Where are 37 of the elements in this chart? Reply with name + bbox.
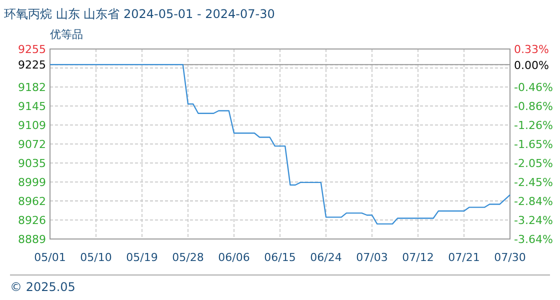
x-tick-label: 05/28 [172,251,204,264]
x-tick-label: 07/21 [448,251,480,264]
chart-subtitle: 优等品 [50,28,83,41]
y2-tick-label: -2.45% [514,176,553,189]
y-tick-label: 9255 [18,43,46,56]
y2-tick-label: -1.26% [514,119,553,132]
chart-title: 环氧丙烷 山东 山东省 2024-05-01 - 2024-07-30 [4,7,275,21]
y-tick-label: 9035 [18,157,46,170]
x-tick-label: 06/15 [264,251,296,264]
x-tick-label: 07/30 [494,251,526,264]
x-tick-label: 06/24 [310,251,342,264]
x-tick-label: 05/19 [126,251,158,264]
y2-tick-label: 0.33% [514,43,549,56]
y-tick-label: 9182 [18,81,46,94]
y-tick-label: 8926 [18,214,46,227]
y2-tick-label: -2.84% [514,194,553,208]
y2-tick-label: -3.64% [514,233,553,246]
line-series [49,64,511,225]
x-tick-label: 05/01 [34,251,66,264]
y2-tick-label: -0.86% [514,100,553,113]
ref-line-label: 9225 [18,58,46,72]
y2-tick-label: -3.24% [514,214,553,227]
y2-tick-label: -1.65% [514,138,553,151]
y-tick-label: 8889 [18,233,46,246]
y2-tick-label: -2.05% [514,157,553,170]
x-tick-label: 06/06 [218,251,250,264]
y-tick-label: 8962 [18,195,46,208]
y2-tick-label: -0.46% [514,81,553,94]
x-tick-label: 05/10 [80,251,112,264]
y-tick-label: 8999 [18,176,46,189]
y-tick-label: 9109 [18,119,46,132]
y-tick-label: 9145 [18,100,46,113]
y2-tick-label: 0.00% [514,58,549,72]
y-tick-label: 9072 [18,138,46,151]
x-tick-label: 07/12 [402,251,434,264]
text: © 2025.05 [10,280,76,294]
x-tick-label: 07/03 [356,251,388,264]
